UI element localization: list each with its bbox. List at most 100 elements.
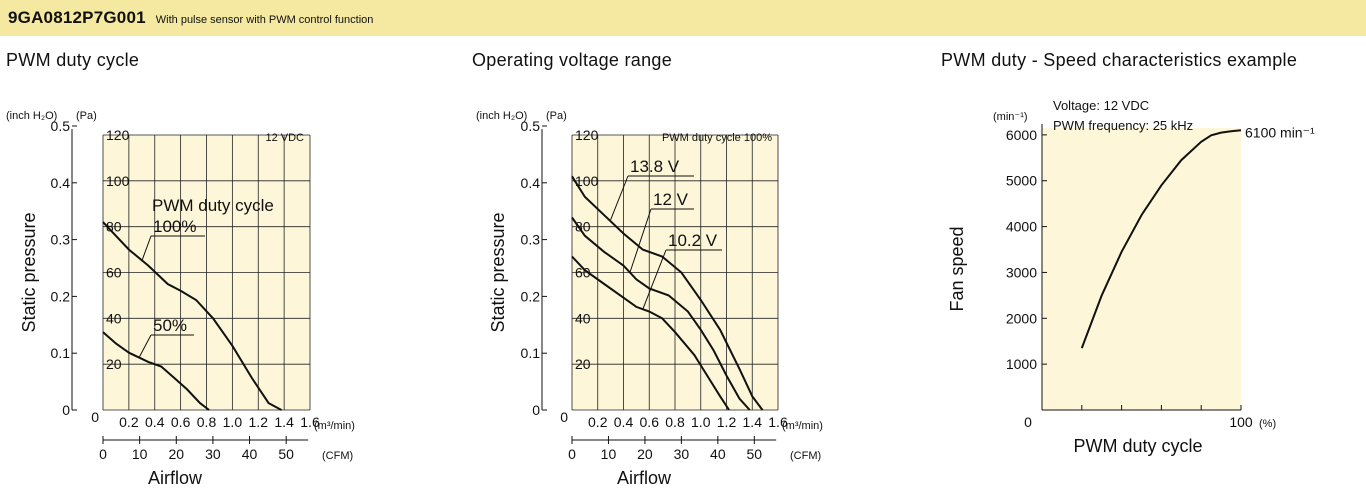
c3-y-tick: 5000 — [1006, 173, 1037, 189]
c1-x-tick: 0.8 — [197, 414, 217, 430]
c1-x-tick: 1.2 — [249, 414, 269, 430]
c1-cfm-tick: 30 — [205, 446, 221, 462]
c3-end-label: 6100 min⁻¹ — [1245, 124, 1315, 140]
c1-cfm-tick: 40 — [242, 446, 258, 462]
c2-inch-tick: 0.1 — [521, 345, 541, 361]
c1-y-unit-inch: (inch H₂O) — [6, 110, 57, 122]
c2-cfm-tick: 10 — [601, 446, 617, 462]
c2-label-leader — [610, 175, 629, 220]
c2-series-line-1 — [571, 216, 751, 411]
c2-pa-tick: 40 — [575, 310, 591, 326]
c1-pa-tick: 0 — [91, 409, 99, 425]
c1-series-line-1 — [102, 331, 210, 411]
c2-cfm-tick: 50 — [747, 446, 763, 462]
c2-x-unit-primary: (m³/min) — [782, 420, 823, 432]
c3-y-tick: 4000 — [1006, 219, 1037, 235]
c3-y-tick: 1000 — [1006, 356, 1037, 372]
c1-inch-tick: 0.2 — [51, 288, 71, 304]
c1-y-unit-pa: (Pa) — [76, 110, 97, 122]
c2-pa-tick: 100 — [575, 173, 599, 189]
c2-inch-tick: 0 — [532, 402, 540, 418]
c2-cfm-tick: 30 — [674, 446, 690, 462]
c1-note: 12 VDC — [265, 132, 304, 144]
c1-series-line-0 — [102, 221, 282, 411]
c3-x-unit: (%) — [1259, 418, 1276, 430]
c1-x-tick: 0.2 — [119, 414, 139, 430]
c1-x-tick: 1.6 — [300, 414, 320, 430]
c2-label-leader — [642, 249, 667, 310]
c1-series-label: 100% — [153, 217, 196, 236]
c2-pa-tick: 0 — [560, 409, 568, 425]
c1-label-leader — [141, 235, 152, 262]
c3-y-tick: 2000 — [1006, 310, 1037, 326]
c2-inch-tick: 0.5 — [521, 118, 541, 134]
c2-series-label: 12 V — [653, 190, 689, 209]
c1-pa-tick: 60 — [106, 265, 122, 281]
c2-x-tick: 0.6 — [640, 414, 660, 430]
c2-inch-tick: 0.2 — [521, 288, 541, 304]
c1-x-unit-primary: (m³/min) — [314, 420, 355, 432]
c2-series-label: 10.2 V — [668, 231, 718, 250]
c2-y-unit-pa: (Pa) — [546, 110, 567, 122]
c2-inch-tick: 0.3 — [521, 232, 541, 248]
c1-inch-tick: 0.3 — [51, 232, 71, 248]
c2-series-label: 13.8 V — [630, 157, 680, 176]
c1-x-tick: 1.0 — [223, 414, 243, 430]
c2-label-leader — [629, 208, 652, 273]
c3-note: Voltage: 12 VDC — [1053, 98, 1149, 113]
c2-x-axis-label: Airflow — [617, 468, 672, 488]
c2-cfm-tick: 40 — [710, 446, 726, 462]
c1-cfm-tick: 50 — [278, 446, 294, 462]
c2-y-unit-inch: (inch H₂O) — [476, 110, 527, 122]
c1-inch-tick: 0 — [62, 402, 70, 418]
c1-label-leader — [138, 334, 152, 358]
c2-x-tick: 0.4 — [614, 414, 634, 430]
c3-x-tick: 100 — [1229, 414, 1253, 430]
c1-inch-tick: 0.4 — [51, 175, 71, 191]
model-number: 9GA0812P7G001 — [8, 8, 146, 27]
c1-series-group-label: PWM duty cycle — [152, 196, 274, 215]
c2-pa-tick: 60 — [575, 265, 591, 281]
c1-cfm-tick: 0 — [99, 446, 107, 462]
c1-x-tick: 1.4 — [274, 414, 294, 430]
c1-y-axis-label: Static pressure — [19, 212, 39, 332]
c2-pa-tick: 20 — [575, 356, 591, 372]
c3-y-axis-label: Fan speed — [947, 226, 967, 311]
c1-pa-tick: 120 — [106, 127, 130, 143]
c3-x-axis-label: PWM duty cycle — [1073, 436, 1202, 456]
c3-note: PWM frequency: 25 kHz — [1053, 118, 1193, 133]
c2-note: PWM duty cycle 100% — [662, 132, 772, 144]
c1-cfm-tick: 20 — [168, 446, 184, 462]
c1-x-tick: 0.4 — [145, 414, 165, 430]
c3-y-unit: (min⁻¹) — [993, 111, 1028, 123]
model-description: With pulse sensor with PWM control funct… — [155, 13, 374, 26]
chart-2-title: Operating voltage range — [472, 50, 673, 70]
c2-series-line-2 — [571, 255, 730, 411]
c3-y-tick: 3000 — [1006, 264, 1037, 280]
c1-x-axis-label: Airflow — [148, 468, 203, 488]
c2-series-line-0 — [571, 175, 764, 411]
c2-y-axis-label: Static pressure — [488, 212, 508, 332]
c3-y-tick: 6000 — [1006, 127, 1037, 143]
chart-3-title: PWM duty - Speed characteristics example — [941, 50, 1298, 70]
model-header-band: 9GA0812P7G001 With pulse sensor with PWM… — [0, 0, 1366, 36]
c2-x-unit-secondary: (CFM) — [790, 450, 821, 462]
c2-cfm-tick: 0 — [568, 446, 576, 462]
c1-pa-tick: 40 — [106, 310, 122, 326]
c2-x-tick: 1.2 — [717, 414, 737, 430]
c1-x-tick: 0.6 — [171, 414, 191, 430]
c3-x-tick: 0 — [1024, 414, 1032, 430]
c2-pa-tick: 120 — [575, 127, 599, 143]
c1-pa-tick: 20 — [106, 356, 122, 372]
c1-series-label: 50% — [153, 316, 187, 335]
c3-plot-area — [1042, 128, 1241, 410]
c2-cfm-tick: 20 — [637, 446, 653, 462]
c1-x-unit-secondary: (CFM) — [322, 450, 353, 462]
c2-x-tick: 0.8 — [665, 414, 685, 430]
c2-x-tick: 1.4 — [743, 414, 763, 430]
chart-1-title: PWM duty cycle — [6, 50, 140, 70]
c1-inch-tick: 0.5 — [51, 118, 71, 134]
